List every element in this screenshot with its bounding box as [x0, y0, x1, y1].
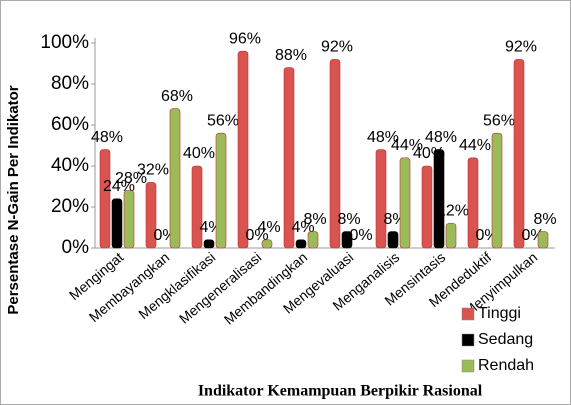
bar: [283, 67, 295, 249]
bar: [341, 231, 353, 249]
value-label: 28%: [115, 170, 147, 187]
legend-label: Sedang: [478, 331, 533, 348]
value-label: 12%: [437, 203, 469, 220]
value-label: 44%: [459, 137, 491, 154]
legend-label: Tinggi: [478, 305, 521, 322]
value-label: 32%: [137, 162, 169, 179]
value-label: 0%: [245, 227, 268, 244]
value-label: 92%: [321, 39, 353, 56]
bar: [295, 239, 307, 249]
y-tick-label: 0%: [62, 237, 90, 258]
value-label: 8%: [533, 211, 556, 228]
value-label: 0%: [349, 227, 372, 244]
bar: [329, 59, 341, 249]
bar: [237, 50, 249, 249]
y-tick-label: 40%: [51, 155, 89, 176]
legend-label: Rendah: [478, 357, 534, 374]
y-tick-label: 20%: [51, 196, 89, 217]
y-tick-label: 100%: [40, 32, 89, 53]
bar: [433, 149, 445, 249]
value-label: 56%: [483, 112, 515, 129]
value-label: 68%: [161, 88, 193, 105]
bar: [421, 165, 433, 249]
bar: [169, 108, 181, 249]
bar: [491, 132, 503, 249]
value-label: 48%: [367, 129, 399, 146]
bar: [375, 149, 387, 249]
value-label: 92%: [505, 39, 537, 56]
value-label: 8%: [337, 211, 360, 228]
bar: [191, 165, 203, 249]
bar: [399, 157, 411, 249]
value-label: 4%: [291, 219, 314, 236]
y-axis-title: Persentase N-Gain Per Indikator: [5, 85, 22, 314]
bar: [203, 239, 215, 249]
bar: [387, 231, 399, 249]
value-label: 40%: [183, 145, 215, 162]
value-label: 44%: [391, 137, 423, 154]
bar: [467, 157, 479, 249]
bar: [99, 149, 111, 249]
value-label: 48%: [425, 129, 457, 146]
bar: [307, 231, 319, 249]
legend-swatch: [461, 307, 475, 321]
value-label: 96%: [229, 30, 261, 47]
bar: [513, 59, 525, 249]
value-label: 8%: [303, 211, 326, 228]
bar: [261, 239, 273, 249]
value-label: 4%: [257, 219, 280, 236]
y-tick-label: 80%: [51, 73, 89, 94]
bar: [145, 182, 157, 249]
bar: [445, 223, 457, 249]
legend-swatch: [461, 359, 475, 373]
value-label: 48%: [91, 129, 123, 146]
y-tick-label: 60%: [51, 114, 89, 135]
x-axis-title: Indikator Kemampuan Berpikir Rasional: [198, 383, 483, 400]
bar: [215, 132, 227, 249]
value-label: 56%: [207, 112, 239, 129]
value-label: 88%: [275, 47, 307, 64]
bar: [123, 190, 135, 249]
bar: [111, 198, 123, 249]
bar: [537, 231, 549, 249]
legend-swatch: [461, 333, 475, 347]
